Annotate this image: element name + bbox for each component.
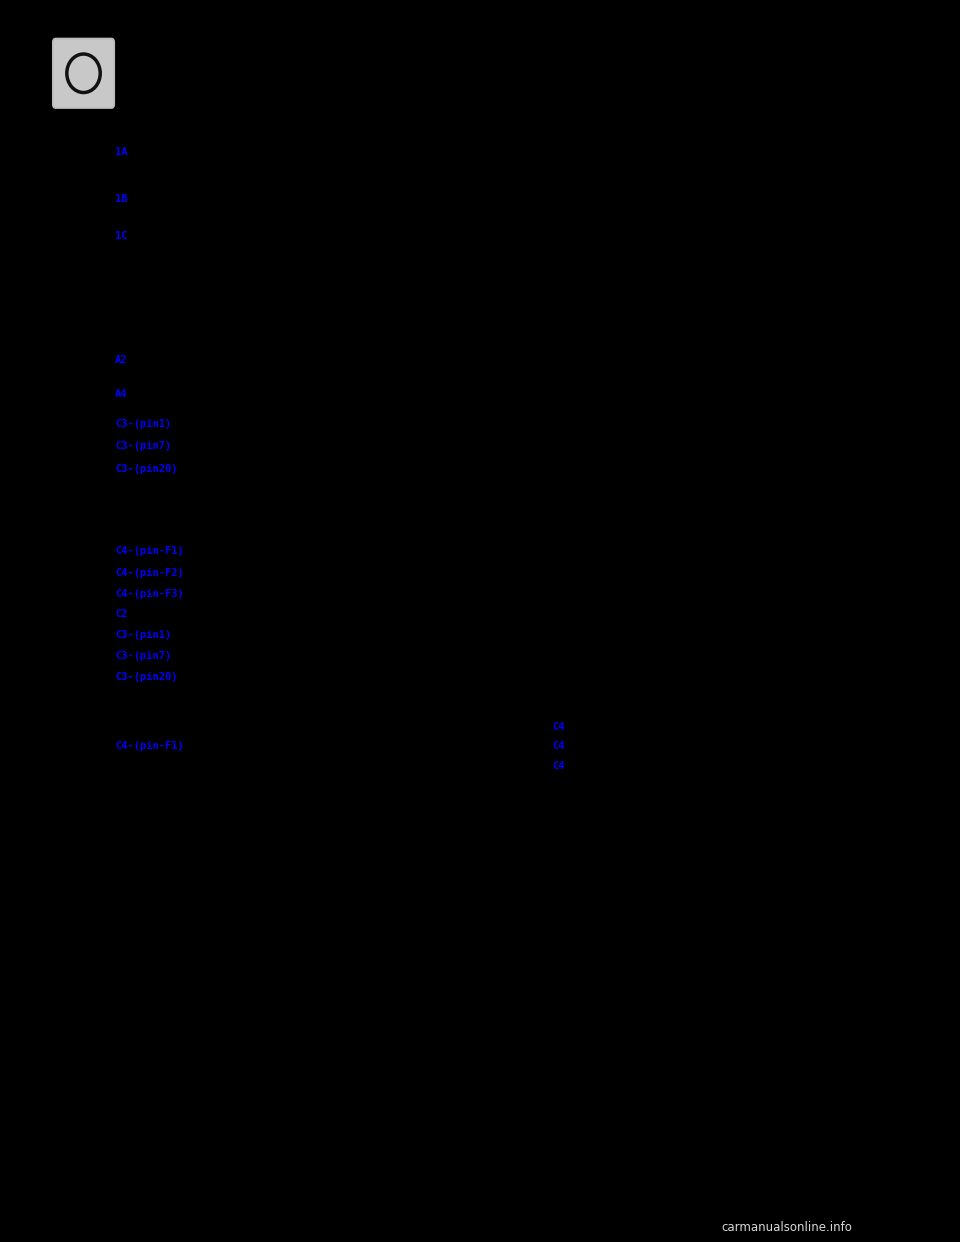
Text: C4: C4 <box>552 741 564 751</box>
Text: 1A: 1A <box>115 147 128 156</box>
Text: C3-(pin20): C3-(pin20) <box>115 465 178 474</box>
Text: C3-(pin1): C3-(pin1) <box>115 419 172 428</box>
Text: C4-(pin-F2): C4-(pin-F2) <box>115 568 184 578</box>
Text: C4-(pin-F1): C4-(pin-F1) <box>115 741 184 751</box>
Text: C2: C2 <box>115 609 128 619</box>
Text: C3-(pin20): C3-(pin20) <box>115 672 178 682</box>
Text: carmanualsonline.info: carmanualsonline.info <box>722 1221 852 1233</box>
Text: C4-(pin-F3): C4-(pin-F3) <box>115 589 184 599</box>
Text: C4: C4 <box>552 722 564 732</box>
Text: C3-(pin7): C3-(pin7) <box>115 651 172 661</box>
Text: A4: A4 <box>115 389 128 399</box>
Text: C3-(pin1): C3-(pin1) <box>115 630 172 640</box>
Text: 1B: 1B <box>115 194 128 204</box>
FancyBboxPatch shape <box>53 39 114 108</box>
Text: C4: C4 <box>552 761 564 771</box>
Ellipse shape <box>67 53 100 93</box>
Text: 1C: 1C <box>115 231 128 241</box>
Text: C4-(pin-F1): C4-(pin-F1) <box>115 546 184 556</box>
Text: A2: A2 <box>115 355 128 365</box>
Text: C3-(pin7): C3-(pin7) <box>115 441 172 451</box>
